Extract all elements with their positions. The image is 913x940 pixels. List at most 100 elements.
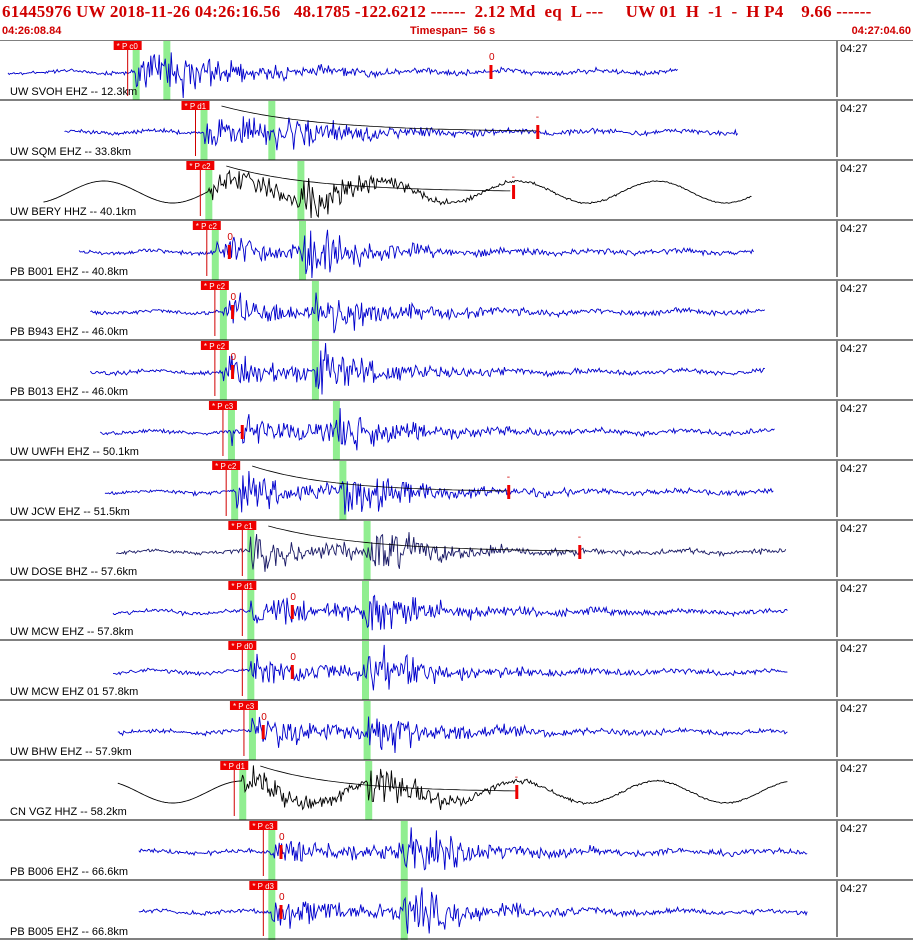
start-time: 04:26:08.84 — [2, 25, 62, 37]
s-phase-window — [299, 221, 307, 280]
s-phase-window — [332, 401, 340, 460]
p-phase-window — [132, 41, 140, 100]
station-label: PB B006 EHZ -- 66.6km — [10, 866, 128, 878]
pick-label: * P c3 — [233, 702, 255, 711]
pick-box — [249, 821, 278, 830]
end-time: 04:27:04.60 — [851, 25, 911, 37]
pick-box — [113, 41, 142, 50]
seismogram-panel[interactable]: * P c0 0 UW SVOH EHZ -- 12.3km 04:27 * P d1 -… — [0, 40, 913, 940]
station-label: PB B001 EHZ -- 40.8km — [10, 266, 128, 278]
coda-label: - — [512, 172, 515, 183]
s-phase-window — [365, 761, 373, 820]
coda-label: - — [536, 112, 539, 123]
station-label: PB B005 EHZ -- 66.8km — [10, 926, 128, 938]
coda-label: - — [578, 532, 581, 543]
station-label: UW MCW EHZ -- 57.8km — [10, 626, 133, 638]
waveform-trace — [78, 229, 754, 279]
s-phase-window — [339, 461, 347, 520]
waveform-trace — [117, 765, 788, 811]
s-phase-window — [400, 881, 408, 940]
pick-box — [228, 641, 257, 650]
tick-label: 04:27 — [840, 703, 868, 715]
station-label: PB B013 EHZ -- 46.0km — [10, 386, 128, 398]
trace-row: * P d3 0 PB B005 EHZ -- 66.8km 04:27 — [0, 879, 913, 940]
s-phase-window — [361, 581, 369, 640]
trace-row: * P d1 - UW SQM EHZ -- 33.8km 04:27 — [0, 99, 913, 160]
trace-row: * P d1 0 UW MCW EHZ -- 57.8km 04:27 — [0, 579, 913, 640]
coda-fit-curve — [252, 465, 509, 492]
tick-label: 04:27 — [840, 43, 868, 55]
tick-label: 04:27 — [840, 283, 868, 295]
p-phase-window — [205, 161, 213, 220]
pick-box — [249, 881, 278, 890]
pick-label: * P d1 — [184, 102, 206, 111]
timespan-label: Timespan= 56 s — [410, 25, 496, 37]
pick-box — [200, 341, 229, 350]
pick-box — [200, 281, 229, 290]
station-label: UW DOSE BHZ -- 57.6km — [10, 566, 137, 578]
pick-box — [220, 761, 249, 770]
s-phase-window — [363, 521, 371, 580]
station-label: PB B943 EHZ -- 46.0km — [10, 326, 128, 338]
trace-row: * P c2 0 PB B001 EHZ -- 40.8km 04:27 — [0, 219, 913, 280]
station-label: UW MCW EHZ 01 57.8km — [10, 686, 138, 698]
coda-marker — [489, 65, 493, 79]
coda-marker — [536, 125, 540, 139]
coda-marker — [279, 905, 283, 919]
waveform-trace — [104, 470, 774, 515]
coda-marker — [227, 245, 231, 259]
s-phase-window — [363, 701, 371, 760]
pick-label: * P c2 — [204, 282, 226, 291]
pick-box — [228, 581, 257, 590]
coda-marker — [507, 485, 511, 499]
tick-label: 04:27 — [840, 883, 868, 895]
p-phase-window — [248, 701, 256, 760]
coda-marker — [290, 665, 294, 679]
waveform-trace — [138, 887, 808, 934]
tick-label: 04:27 — [840, 103, 868, 115]
coda-label: 0 — [489, 52, 495, 63]
tick-label: 04:27 — [840, 523, 868, 535]
p-phase-window — [239, 761, 247, 820]
trace-row: * P c1 - UW DOSE BHZ -- 57.6km 04:27 — [0, 519, 913, 580]
pick-label: * P c3 — [252, 822, 274, 831]
pick-label: * P d3 — [252, 882, 274, 891]
header: 61445976 UW 2018-11-26 04:26:16.56 48.17… — [0, 0, 913, 40]
p-phase-window — [247, 521, 255, 580]
coda-label: 0 — [261, 712, 267, 723]
trace-row: * P d1 - CN VGZ HHZ -- 58.2km 04:27 — [0, 759, 913, 820]
coda-label: - — [507, 472, 510, 483]
pick-label: * P c2 — [204, 342, 226, 351]
p-phase-window — [231, 461, 239, 520]
p-phase-window — [219, 281, 227, 340]
station-label: CN VGZ HHZ -- 58.2km — [10, 806, 127, 818]
trace-row: * P c2 - UW JCW EHZ -- 51.5km 04:27 — [0, 459, 913, 520]
trace-row: * P c3 0 UW BHW EHZ -- 57.9km 04:27 — [0, 699, 913, 760]
s-phase-window — [163, 41, 171, 100]
waveform-trace — [43, 169, 752, 219]
waveform-trace — [113, 644, 788, 691]
coda-fit-curve — [221, 105, 538, 132]
tick-label: 04:27 — [840, 163, 868, 175]
trace-row: * P d0 0 UW MCW EHZ 01 57.8km 04:27 — [0, 639, 913, 700]
pick-label: * P c3 — [212, 402, 234, 411]
waveform-trace — [112, 594, 788, 631]
coda-label: 0 — [227, 232, 233, 243]
coda-label: 0 — [290, 592, 296, 603]
p-phase-window — [247, 581, 255, 640]
tick-label: 04:27 — [840, 643, 868, 655]
p-phase-window — [227, 401, 235, 460]
tick-label: 04:27 — [840, 223, 868, 235]
waveform-trace — [7, 52, 678, 99]
pick-label: * P d1 — [231, 582, 253, 591]
pick-box — [212, 461, 241, 470]
station-label: UW UWFH EHZ -- 50.1km — [10, 446, 139, 458]
pick-label: * P c0 — [117, 42, 139, 51]
pick-label: * P c2 — [215, 462, 237, 471]
station-label: UW SQM EHZ -- 33.8km — [10, 146, 131, 158]
pick-label: * P c2 — [189, 162, 211, 171]
pick-box — [192, 221, 221, 230]
coda-fit-curve — [260, 765, 517, 792]
coda-label: 0 — [279, 832, 285, 843]
tick-label: 04:27 — [840, 343, 868, 355]
